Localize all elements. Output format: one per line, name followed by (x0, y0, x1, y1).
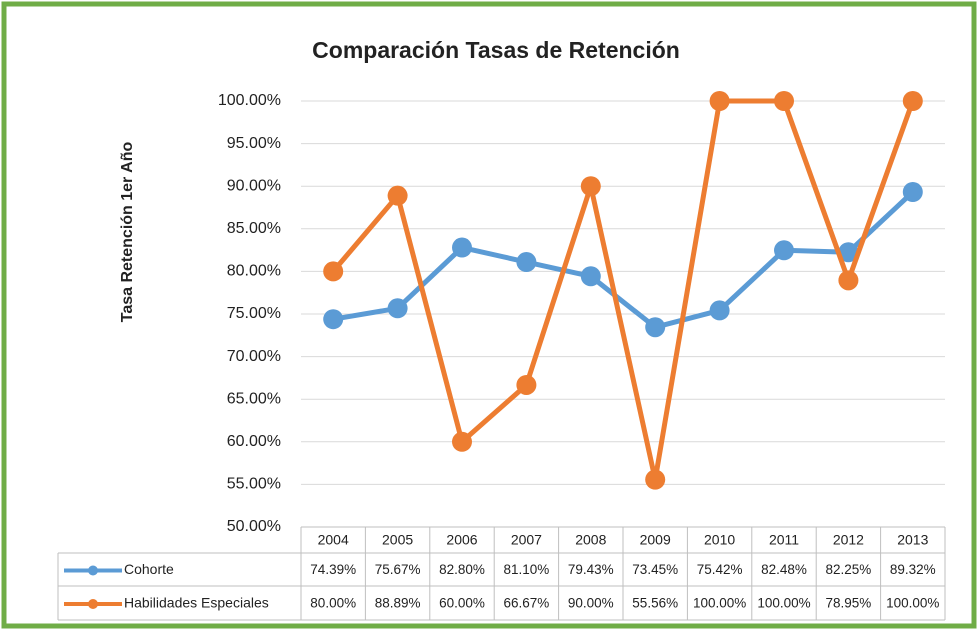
x-tick-label: 2009 (640, 532, 671, 548)
table-value: 73.45% (632, 562, 678, 577)
legend-label: Cohorte (124, 561, 174, 577)
marker (323, 261, 344, 282)
marker (709, 91, 730, 111)
table-value: 82.25% (826, 562, 872, 577)
x-tick-label: 2011 (769, 532, 799, 548)
table-value: 78.95% (826, 596, 872, 611)
table-value: 81.10% (504, 562, 550, 577)
x-tick-label: 2005 (382, 532, 413, 548)
x-tick-label: 2008 (575, 532, 606, 548)
y-tick-label: 75.00% (227, 305, 281, 322)
marker (452, 431, 472, 452)
x-tick-label: 2007 (511, 532, 542, 548)
marker (323, 309, 344, 330)
marker (645, 469, 666, 490)
x-tick-label: 2012 (833, 532, 864, 548)
marker (516, 252, 537, 273)
table-value: 60.00% (439, 596, 485, 611)
table-value: 89.32% (890, 562, 936, 577)
chart-title: Comparación Tasas de Retención (312, 37, 680, 63)
y-tick-label: 65.00% (227, 390, 281, 407)
y-tick-label: 85.00% (227, 220, 281, 237)
marker (774, 240, 794, 261)
x-tick-label: 2013 (897, 532, 928, 548)
y-tick-label: 80.00% (227, 263, 281, 280)
table-value: 74.39% (310, 562, 356, 577)
legend-label: Habilidades Especiales (124, 595, 269, 611)
marker (838, 270, 859, 291)
marker (645, 317, 666, 338)
table-value: 82.80% (439, 562, 485, 577)
y-tick-label: 95.00% (227, 135, 281, 152)
marker (580, 266, 601, 287)
marker (387, 298, 408, 319)
table-value: 79.43% (568, 562, 614, 577)
table-value: 100.00% (886, 596, 939, 611)
marker (452, 237, 472, 258)
y-tick-label: 60.00% (227, 433, 281, 450)
table-value: 88.89% (375, 596, 421, 611)
table-value: 80.00% (310, 596, 356, 611)
table-value: 100.00% (757, 596, 810, 611)
y-tick-label: 100.00% (218, 92, 281, 109)
y-axis-label: Tasa Retención 1er Año (119, 142, 136, 323)
legend-marker (88, 599, 98, 609)
series-line (332, 190, 915, 330)
x-tick-label: 2006 (446, 532, 477, 548)
series-line (331, 98, 916, 483)
marker (516, 374, 537, 395)
legend-marker (88, 565, 98, 576)
table-value: 66.67% (504, 596, 550, 611)
marker (387, 185, 408, 206)
y-tick-label: 90.00% (227, 177, 281, 194)
table-value: 90.00% (568, 596, 614, 611)
marker (709, 300, 730, 321)
y-tick-label: 70.00% (227, 348, 281, 365)
y-tick-label: 55.00% (227, 476, 281, 493)
table-value: 100.00% (693, 596, 746, 611)
marker (774, 91, 794, 111)
table-value: 55.56% (632, 596, 678, 611)
table-value: 75.67% (375, 562, 421, 577)
marker (580, 176, 601, 197)
marker (838, 242, 859, 263)
y-tick-label: 50.00% (227, 518, 281, 535)
marker (902, 181, 923, 202)
table-value: 82.48% (761, 562, 807, 577)
table-value: 75.42% (697, 562, 743, 577)
marker (902, 91, 923, 111)
x-tick-label: 2004 (318, 532, 349, 548)
x-tick-label: 2010 (704, 532, 735, 548)
